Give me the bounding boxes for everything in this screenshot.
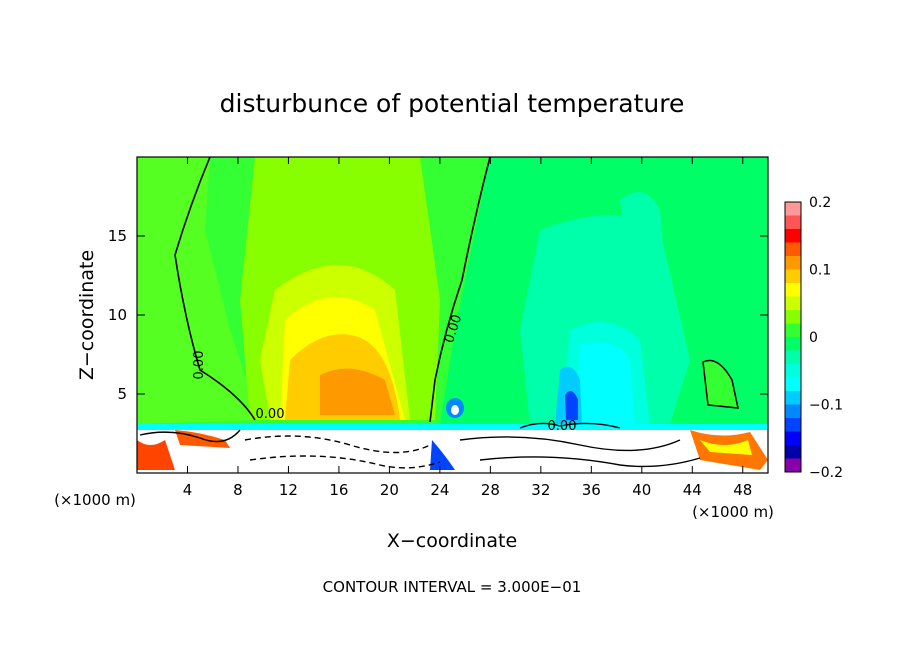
colorbar-swatch [785, 256, 801, 270]
colorbar-swatch [785, 364, 801, 378]
y-axis-label: Z−coordinate [76, 250, 98, 380]
plot-area [137, 157, 768, 473]
colorbar-swatch [785, 458, 801, 473]
lower-contour-4 [519, 422, 621, 429]
x-axis-label: X−coordinate [387, 530, 517, 552]
lower-contour-dashed-1 [244, 435, 431, 454]
y-axis: 5 10 15 [108, 227, 768, 403]
x-tick-label: 4 [183, 481, 193, 499]
colorbar-swatch [785, 310, 801, 324]
x-tick-label: 20 [380, 481, 399, 499]
x-tick-label: 48 [733, 481, 752, 499]
lower-contour-1 [139, 429, 241, 443]
colorbar-frame [784, 201, 802, 473]
colorbar-swatch [785, 377, 801, 392]
zero-contour-right [429, 157, 491, 423]
x-tick-label: 12 [279, 481, 298, 499]
y-tick-label: 5 [117, 385, 127, 403]
field-left-band [137, 157, 260, 424]
colorbar-swatch [785, 215, 801, 230]
colorbar-swatch [785, 431, 801, 446]
zero-contour-left [174, 157, 256, 421]
x-tick-label: 40 [632, 481, 651, 499]
lower-contour-3 [479, 456, 701, 468]
x-axis: 4 8 12 16 20 24 28 32 36 40 44 48 [183, 157, 752, 499]
x-tick-label: 36 [582, 481, 601, 499]
field-cool-spot-core [565, 391, 578, 420]
colorbar-swatch [785, 229, 801, 243]
contour-label-left: 0.00 [192, 351, 207, 380]
lower-warm-left [137, 440, 175, 470]
x-unit-right: (×1000 m) [692, 503, 774, 521]
field-regions [137, 157, 768, 424]
contour-label-lower-left: 0.00 [256, 407, 285, 422]
colorbar-swatch [785, 337, 801, 351]
colorbar-swatch [785, 445, 801, 459]
contour-interval: CONTOUR INTERVAL = 3.000E−01 [323, 578, 582, 596]
y-tick-label: 15 [108, 227, 127, 245]
colorbar-swatch [785, 323, 801, 338]
x-tick-label: 16 [329, 481, 348, 499]
lower-boundary-band [137, 424, 768, 473]
colorbar-swatch [785, 242, 801, 257]
y-tick-label: 10 [108, 306, 127, 324]
colorbar-tick-label: 0 [809, 330, 818, 346]
colorbar-swatch [785, 391, 801, 405]
colorbar-swatch [785, 283, 801, 297]
x-tick-label: 44 [683, 481, 702, 499]
x-tick-label: 32 [531, 481, 550, 499]
colorbar-swatch [785, 269, 801, 284]
colorbar-swatch [785, 404, 801, 419]
chart-title: disturbunce of potential temperature [220, 89, 685, 118]
contour-label-lower-right: 0.00 [548, 419, 577, 434]
x-tick-label: 28 [481, 481, 500, 499]
x-tick-label: 8 [233, 481, 243, 499]
lower-contour-2 [459, 436, 681, 452]
field-warm-core [320, 368, 395, 415]
colorbar: 0.2 0.1 0 −0.1 −0.2 [784, 195, 843, 481]
closed-contour-right [702, 359, 739, 409]
colorbar-swatch [785, 296, 801, 311]
colorbar-swatch [785, 202, 801, 216]
x-tick-label: 24 [430, 481, 449, 499]
colorbar-tick-label: 0.2 [809, 195, 831, 211]
colorbar-tick-label: 0.1 [809, 263, 831, 279]
field-cool-plume [620, 192, 670, 330]
field-cool-core [575, 342, 635, 424]
field-cool-spot-26km-center [451, 405, 459, 415]
colorbar-tick-label: −0.2 [809, 465, 843, 481]
lower-boundary-edge [137, 424, 768, 430]
colorbar-tick-label: −0.1 [809, 398, 843, 414]
colorbar-swatch [785, 350, 801, 365]
lower-contour-dashed-2 [249, 455, 441, 469]
lower-cool-spot [430, 440, 455, 470]
lower-warm-right-core [700, 440, 752, 455]
colorbar-swatch [785, 418, 801, 432]
x-unit-left: (×1000 m) [54, 491, 136, 509]
